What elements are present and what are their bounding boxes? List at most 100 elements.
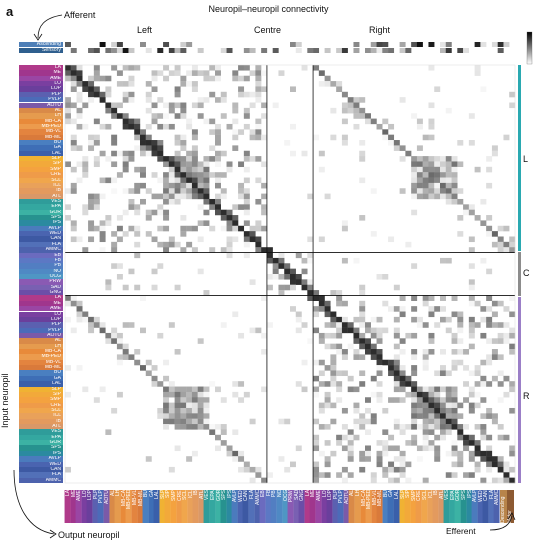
matrix-cell [111, 177, 118, 184]
matrix-cell [238, 397, 245, 403]
matrix-cell [168, 407, 175, 414]
matrix-cell [168, 413, 175, 419]
section-label-right: Right [369, 25, 391, 35]
matrix-cell [243, 466, 250, 473]
matrix-cell [93, 65, 100, 71]
matrix-cell [151, 145, 158, 151]
matrix-cell [191, 129, 198, 135]
matrix-cell [215, 161, 221, 168]
matrix-cell [88, 322, 95, 328]
matrix-cell [151, 375, 158, 382]
matrix-cell [220, 209, 227, 216]
matrix-cell [509, 236, 516, 243]
matrix-cell [99, 327, 106, 334]
matrix-cell [497, 338, 504, 344]
matrix-cell [359, 316, 366, 323]
matrix-cell [65, 118, 71, 125]
matrix-cell [411, 349, 418, 355]
row-label: LAL [19, 150, 63, 157]
matrix-cell [163, 182, 170, 189]
matrix-cell [440, 193, 446, 200]
matrix-cell [128, 91, 135, 98]
matrix-cell [411, 263, 418, 269]
matrix-cell [191, 188, 198, 194]
afferent-cell [88, 48, 95, 53]
row-label: FB [19, 257, 63, 264]
matrix-cell [411, 391, 418, 398]
matrix-cell [220, 150, 227, 157]
matrix-cell [243, 198, 250, 205]
matrix-cell [163, 402, 170, 409]
matrix-cell [313, 327, 320, 334]
matrix-cell [359, 97, 366, 103]
afferent-cell [65, 42, 71, 47]
matrix-cell [411, 188, 418, 194]
matrix-cell [255, 75, 262, 82]
matrix-cell [295, 381, 302, 387]
matrix-cell [468, 332, 475, 339]
matrix-cell [163, 156, 170, 162]
matrix-cell [186, 150, 193, 157]
matrix-cell [445, 182, 452, 189]
matrix-cell [376, 456, 383, 462]
matrix-cell [76, 65, 83, 71]
matrix-cell [376, 461, 383, 468]
matrix-cell [353, 257, 360, 264]
matrix-cell [134, 145, 141, 151]
matrix-cell [128, 123, 135, 130]
matrix-cell [445, 391, 452, 398]
matrix-cell [393, 306, 400, 312]
matrix-cell [278, 257, 285, 264]
row-label: SMP [19, 166, 63, 173]
matrix-cell [186, 386, 193, 393]
matrix-cell [70, 182, 77, 189]
matrix-cell [232, 236, 239, 243]
row-label: AVLP [19, 225, 63, 232]
matrix-cell [284, 263, 291, 269]
matrix-cell [457, 188, 464, 194]
matrix-cell [157, 193, 164, 200]
matrix-cell [290, 86, 296, 92]
matrix-cell [341, 349, 348, 355]
matrix-cell [313, 472, 320, 478]
matrix-cell [116, 150, 123, 157]
row-label: ME [19, 70, 63, 76]
matrix-cell [341, 434, 348, 441]
matrix-cell [451, 295, 458, 301]
matrix-cell [255, 198, 262, 205]
matrix-cell [480, 257, 487, 264]
matrix-cell [347, 102, 354, 109]
matrix-cell [128, 97, 135, 103]
afferent-cell [503, 42, 510, 47]
row-label: LA [19, 65, 63, 71]
matrix-cell [157, 70, 164, 76]
matrix-cell [145, 209, 152, 216]
matrix-cell [365, 322, 371, 328]
matrix-cell [376, 354, 383, 360]
matrix-cell [411, 407, 418, 414]
matrix-cell [186, 177, 193, 184]
matrix-cell [203, 402, 210, 409]
matrix-cell [249, 327, 256, 334]
row-label: SLP [19, 386, 63, 392]
matrix-cell [388, 434, 395, 441]
matrix-cell [440, 418, 446, 425]
matrix-cell [203, 198, 210, 205]
afferent-cell [370, 42, 377, 47]
matrix-cell [243, 193, 250, 200]
matrix-cell [157, 241, 164, 248]
matrix-cell [307, 284, 314, 291]
matrix-cell [370, 477, 377, 484]
matrix-cell [491, 456, 498, 462]
row-label: GNG [19, 290, 63, 296]
matrix-cell [463, 204, 470, 210]
matrix-cell [440, 386, 446, 393]
matrix-cell [422, 418, 429, 425]
matrix-cell [486, 166, 493, 173]
matrix-cell [359, 311, 366, 318]
matrix-cell [76, 70, 83, 76]
matrix-cell [186, 182, 193, 189]
matrix-cell [457, 140, 464, 146]
matrix-cell [174, 86, 181, 92]
matrix-cell [382, 407, 389, 414]
